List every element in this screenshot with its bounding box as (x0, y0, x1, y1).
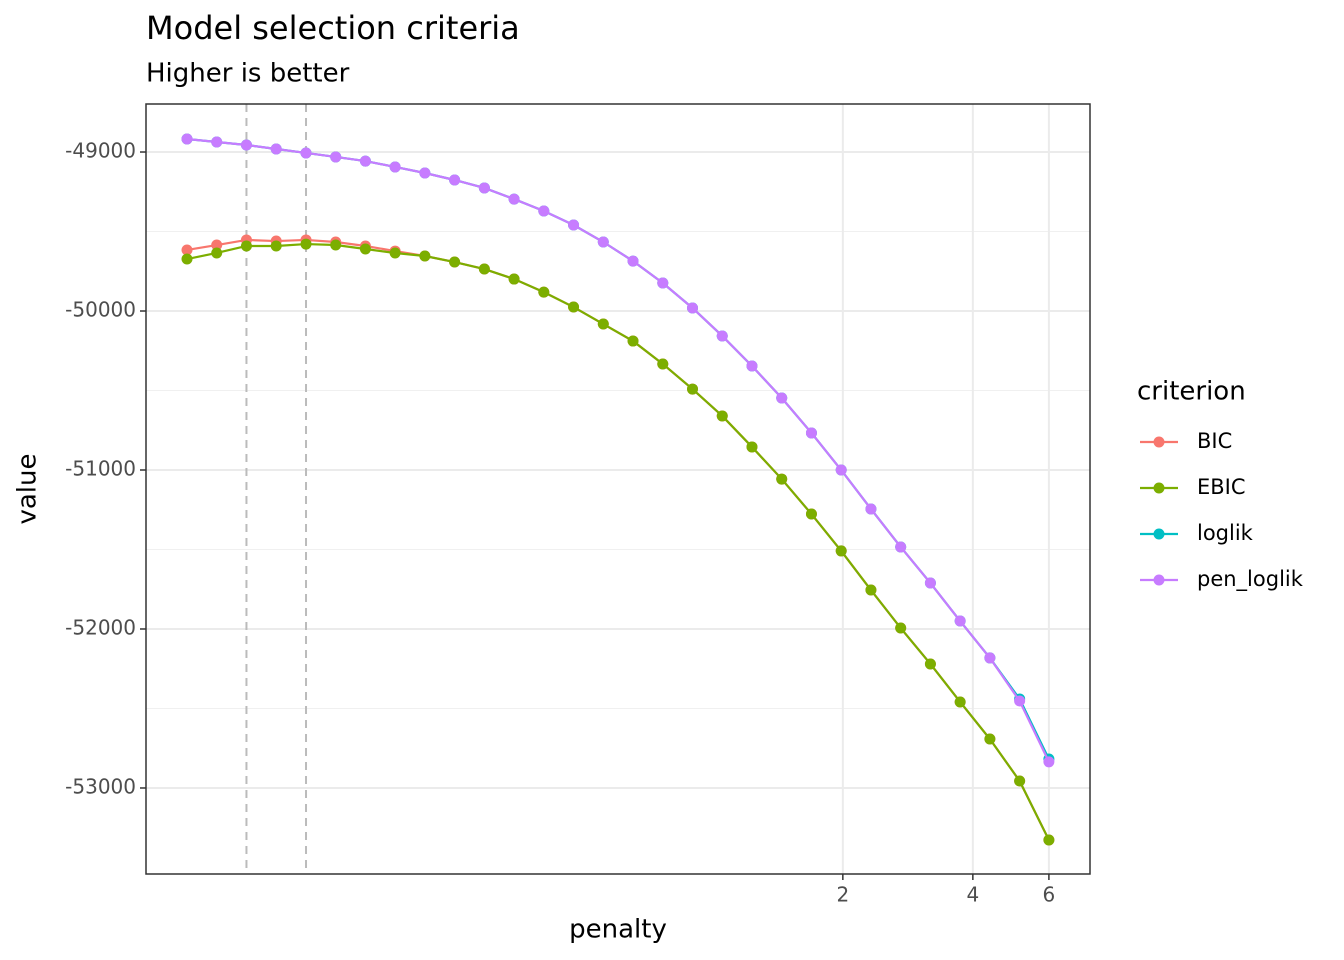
point (478, 263, 490, 275)
point (300, 147, 312, 159)
series-line (186, 137, 1050, 763)
point (538, 205, 550, 217)
point (300, 238, 312, 250)
panel-border (145, 103, 1091, 875)
point (687, 383, 699, 395)
y-tick-label: -53000 (65, 774, 136, 798)
legend-key-point (1153, 436, 1165, 448)
point (984, 733, 996, 745)
y-axis-label: value (13, 453, 43, 524)
point (805, 427, 817, 439)
legend-label: EBIC (1197, 475, 1246, 499)
series-line (186, 238, 1050, 841)
legend-label: loglik (1197, 521, 1254, 545)
chart-subtitle: Higher is better (146, 59, 350, 89)
point (835, 545, 847, 557)
point (954, 615, 966, 627)
point (865, 584, 877, 596)
point (449, 174, 461, 186)
x-tick-label: 4 (966, 883, 979, 907)
y-tick-label: -49000 (65, 139, 136, 163)
point (924, 658, 936, 670)
point (240, 240, 252, 252)
point (568, 301, 580, 313)
point (657, 358, 669, 370)
point (389, 161, 401, 173)
legend-key-point (1153, 574, 1165, 586)
point (716, 410, 728, 422)
point (240, 139, 252, 151)
point (181, 244, 193, 256)
point (746, 441, 758, 453)
point (359, 243, 371, 255)
x-axis-label: penalty (569, 915, 667, 945)
point (657, 277, 669, 289)
point (359, 155, 371, 167)
point (568, 219, 580, 231)
point (835, 464, 847, 476)
point (716, 330, 728, 342)
point (895, 541, 907, 553)
point (330, 151, 342, 163)
point (1043, 756, 1055, 768)
legend-key-point (1153, 482, 1165, 494)
point (805, 508, 817, 520)
point (687, 302, 699, 314)
point (924, 577, 936, 589)
legend-key-point (1153, 528, 1165, 540)
point (181, 133, 193, 145)
x-tick-label: 6 (1043, 883, 1056, 907)
point (984, 652, 996, 664)
point (538, 286, 550, 298)
y-tick-label: -51000 (65, 457, 136, 481)
point (270, 240, 282, 252)
point (211, 239, 223, 251)
point (478, 182, 490, 194)
point (627, 335, 639, 347)
point (389, 247, 401, 259)
point (1014, 695, 1026, 707)
point (508, 193, 520, 205)
y-tick-label: -52000 (65, 615, 136, 639)
x-tick-label: 2 (836, 883, 849, 907)
point (419, 250, 431, 262)
point (954, 696, 966, 708)
point (330, 239, 342, 251)
series-line (186, 242, 1050, 841)
point (746, 360, 758, 372)
point (776, 473, 788, 485)
legend-title: criterion (1137, 377, 1246, 407)
point (211, 136, 223, 148)
point (776, 392, 788, 404)
legend-label: BIC (1197, 429, 1232, 453)
point (419, 167, 431, 179)
point (1014, 775, 1026, 787)
point (1043, 834, 1055, 846)
point (181, 253, 193, 265)
point (627, 255, 639, 267)
point (211, 247, 223, 259)
chart-title: Model selection criteria (146, 9, 520, 47)
point (865, 503, 877, 515)
point (449, 256, 461, 268)
point (597, 318, 609, 330)
point (270, 143, 282, 155)
legend-label: pen_loglik (1197, 567, 1304, 592)
y-tick-label: -50000 (65, 298, 136, 322)
point (895, 622, 907, 634)
point (597, 236, 609, 248)
point (508, 273, 520, 285)
